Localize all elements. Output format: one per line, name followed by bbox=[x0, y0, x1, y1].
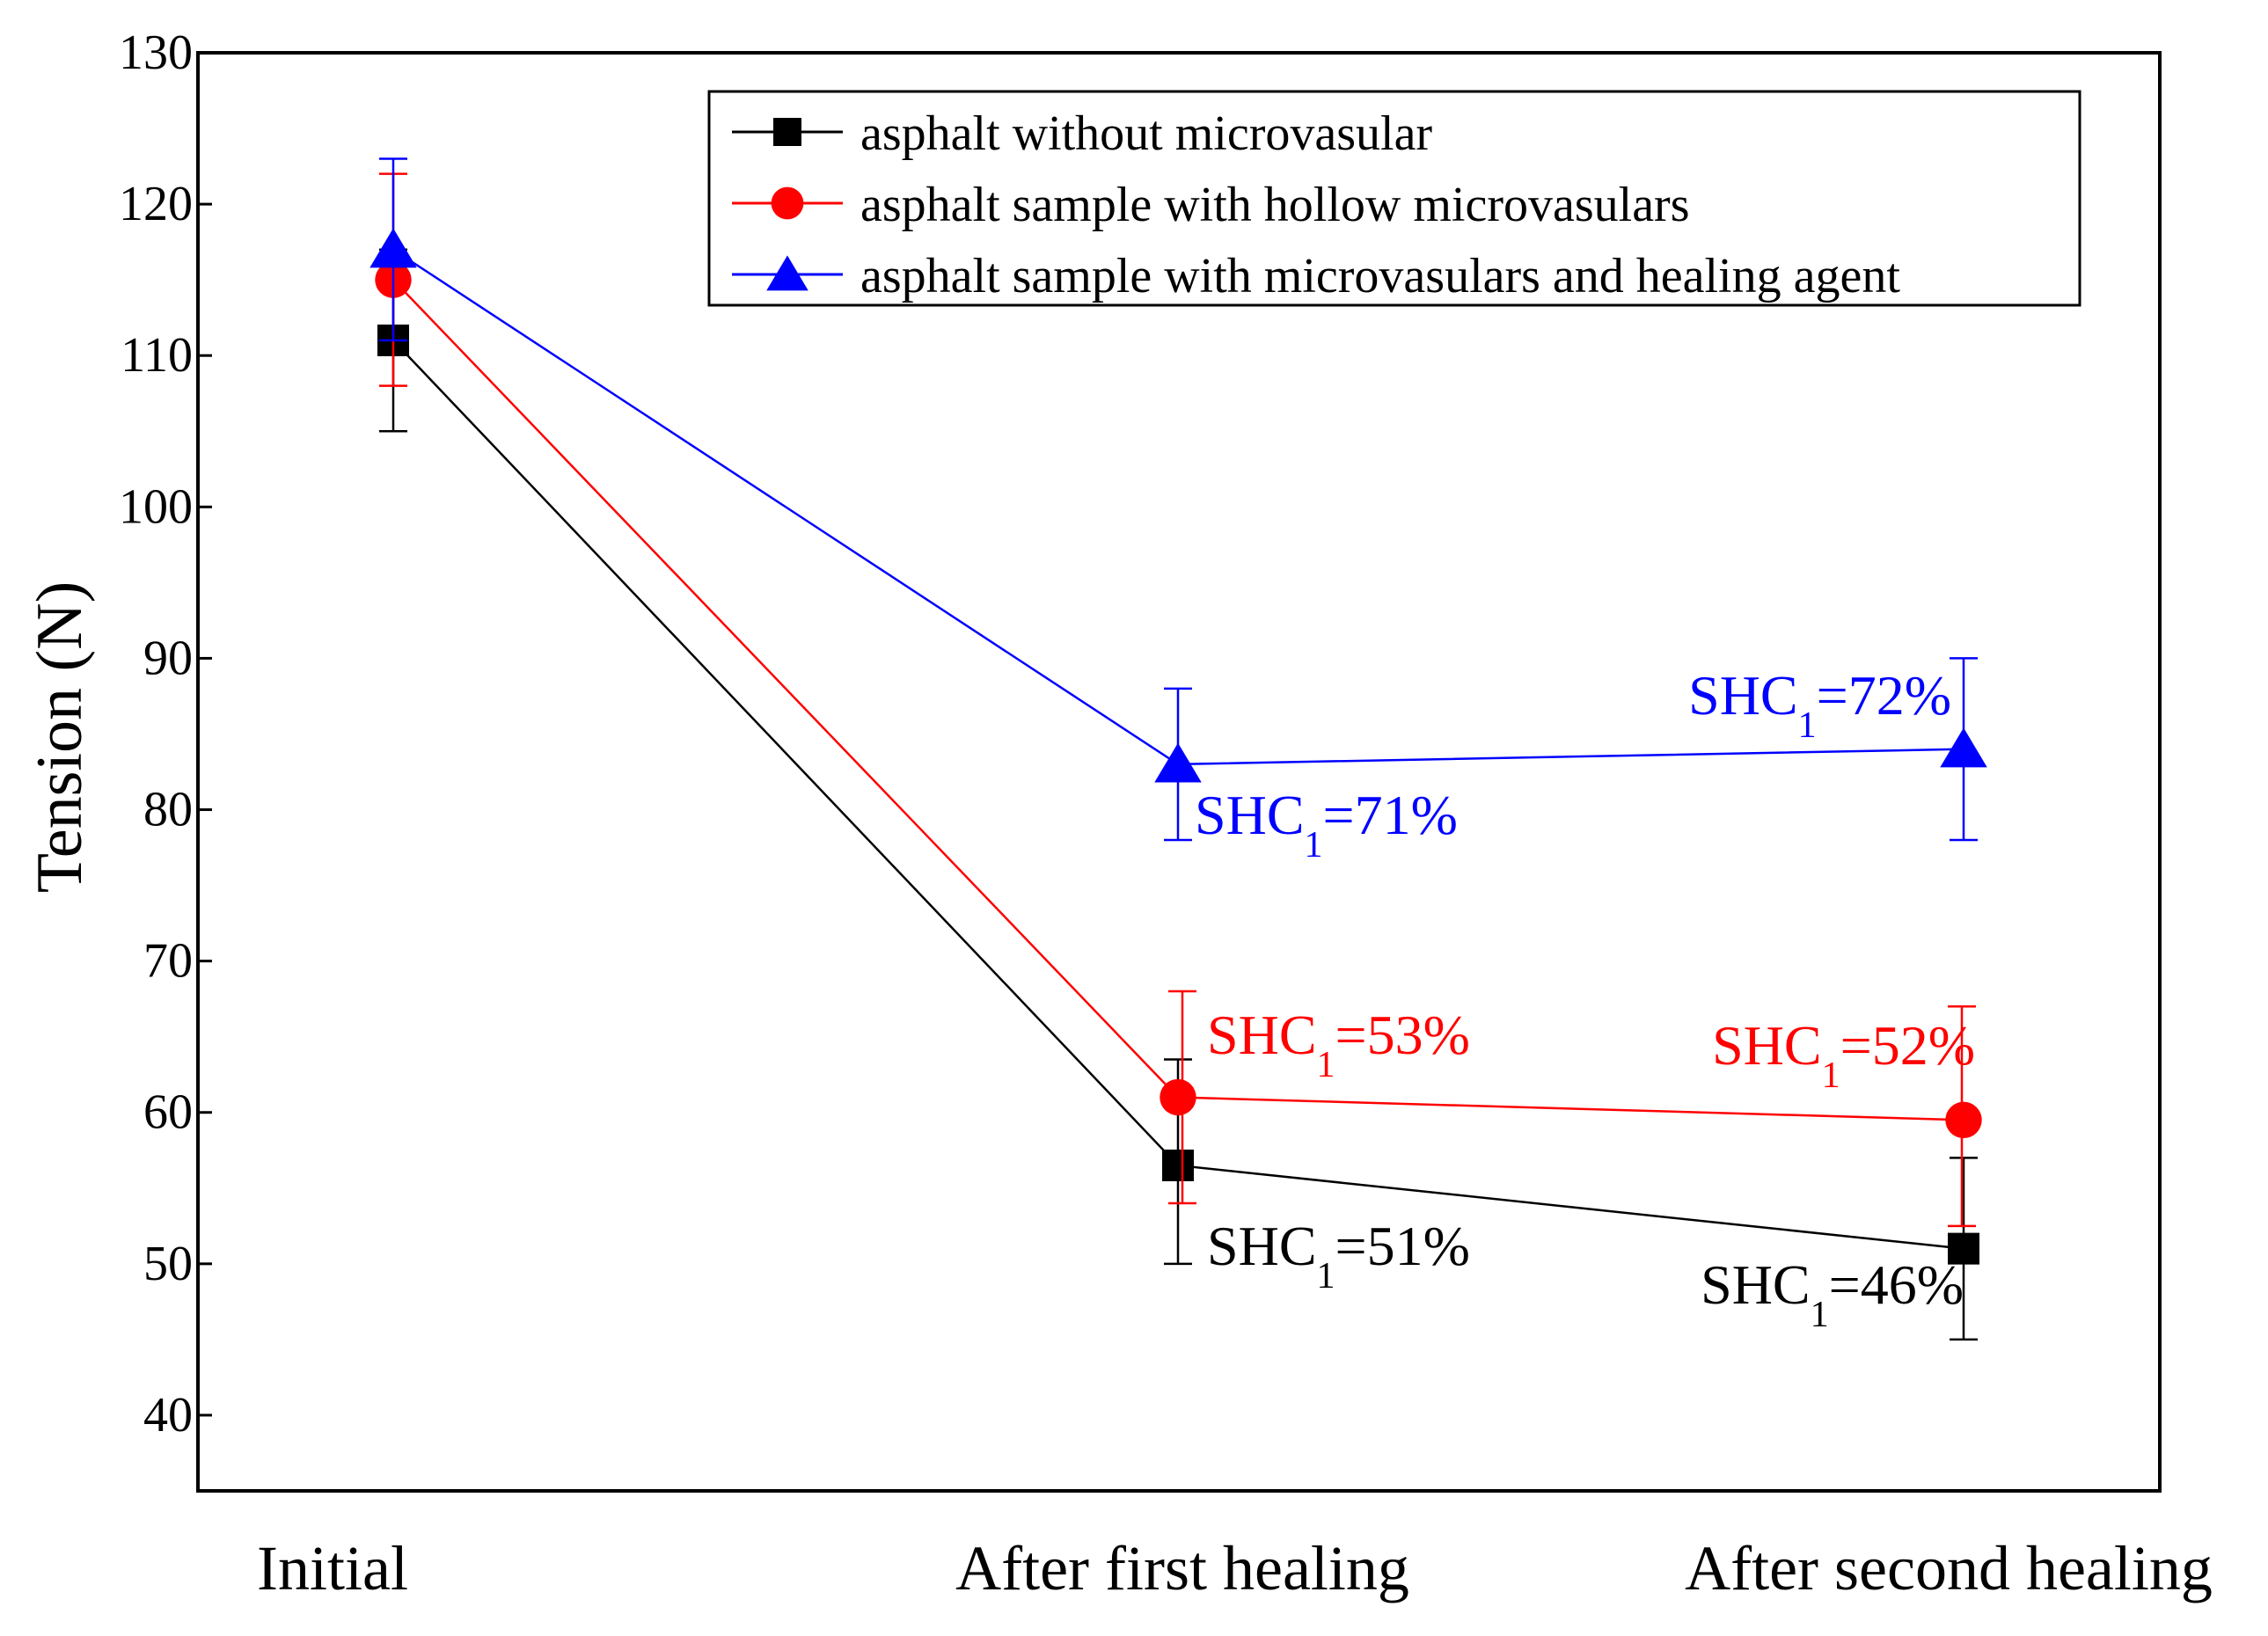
legend-item: asphalt sample with microvasulars and he… bbox=[732, 249, 1900, 303]
legend-label: asphalt sample with hollow microvasulars bbox=[860, 178, 1689, 232]
triangle-marker bbox=[369, 228, 417, 268]
y-tick-label: 120 bbox=[119, 177, 193, 231]
shc-annotation: SHC1=51% bbox=[1207, 1215, 1470, 1296]
circle-marker bbox=[771, 186, 804, 220]
y-tick-label: 100 bbox=[119, 479, 193, 534]
triangle-marker bbox=[1154, 742, 1202, 783]
square-marker bbox=[1948, 1232, 1979, 1265]
legend-box bbox=[707, 90, 2081, 307]
x-tick-label: Initial bbox=[257, 1533, 408, 1603]
y-tick-label: 50 bbox=[143, 1237, 193, 1291]
legend-label: asphalt sample with microvasulars and he… bbox=[860, 249, 1900, 303]
series-circle bbox=[375, 172, 1982, 1228]
plot-frame bbox=[196, 51, 2162, 1493]
y-tick-label: 130 bbox=[119, 26, 193, 80]
shc-annotation: SHC1=46% bbox=[1701, 1253, 1964, 1335]
y-tick-label: 90 bbox=[143, 631, 193, 685]
y-tick-label: 110 bbox=[121, 328, 193, 383]
shc-annotation: SHC1=52% bbox=[1712, 1014, 1975, 1096]
y-tick-label: 40 bbox=[143, 1388, 193, 1442]
y-tick-label: 60 bbox=[143, 1085, 193, 1140]
x-tick-label: After first healing bbox=[955, 1533, 1409, 1603]
legend-label: asphalt without microvasular bbox=[860, 106, 1432, 161]
triangle-marker bbox=[766, 255, 808, 291]
y-axis-label: Tension (N) bbox=[24, 581, 96, 893]
x-tick-label: After second healing bbox=[1685, 1533, 2213, 1603]
y-tick-label: 70 bbox=[143, 934, 193, 989]
circle-marker bbox=[1160, 1078, 1196, 1116]
legend-item: asphalt sample with hollow microvasulars bbox=[732, 178, 1689, 232]
series-triangle bbox=[369, 157, 1987, 842]
shc-annotation: SHC1=71% bbox=[1195, 784, 1458, 865]
circle-marker bbox=[1945, 1101, 1982, 1139]
shc-annotation: SHC1=72% bbox=[1688, 664, 1951, 746]
y-tick-label: 80 bbox=[143, 783, 193, 837]
legend-item: asphalt without microvasular bbox=[732, 106, 1432, 161]
square-marker bbox=[1162, 1149, 1194, 1181]
shc-annotation: SHC1=53% bbox=[1207, 1004, 1470, 1085]
square-marker bbox=[773, 118, 801, 146]
triangle-marker bbox=[1940, 727, 1987, 768]
